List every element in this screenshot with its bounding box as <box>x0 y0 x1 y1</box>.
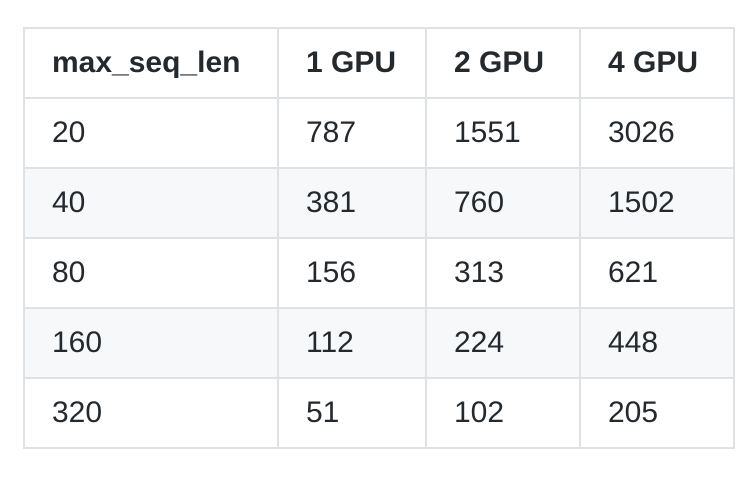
header-row: max_seq_len 1 GPU 2 GPU 4 GPU <box>23 27 735 99</box>
table-cell: 787 <box>277 97 427 169</box>
table-cell: 224 <box>425 307 581 379</box>
table-cell: 320 <box>23 377 279 449</box>
table-cell: 51 <box>277 377 427 449</box>
table-body: 20 787 1551 3026 40 381 760 1502 80 156 313 621 160 1… <box>23 97 735 449</box>
table-cell: 102 <box>425 377 581 449</box>
table-row: 20 787 1551 3026 <box>23 97 735 169</box>
table-cell: 760 <box>425 167 581 239</box>
table-cell: 40 <box>23 167 279 239</box>
table-row: 320 51 102 205 <box>23 377 735 449</box>
table-cell: 381 <box>277 167 427 239</box>
table-cell: 20 <box>23 97 279 169</box>
table-row: 160 112 224 448 <box>23 307 735 379</box>
table: max_seq_len 1 GPU 2 GPU 4 GPU 20 787 1551 3026… <box>23 27 735 449</box>
header-cell: 2 GPU <box>425 27 581 99</box>
table-cell: 3026 <box>579 97 735 169</box>
header-cell: max_seq_len <box>23 27 279 99</box>
table-cell: 160 <box>23 307 279 379</box>
table-cell: 205 <box>579 377 735 449</box>
table-header: max_seq_len 1 GPU 2 GPU 4 GPU <box>23 27 735 99</box>
table-cell: 1502 <box>579 167 735 239</box>
table-row: 40 381 760 1502 <box>23 167 735 239</box>
table-cell: 313 <box>425 237 581 309</box>
header-cell: 1 GPU <box>277 27 427 99</box>
table-cell: 621 <box>579 237 735 309</box>
header-cell: 4 GPU <box>579 27 735 99</box>
table-cell: 448 <box>579 307 735 379</box>
table-cell: 1551 <box>425 97 581 169</box>
table-cell: 112 <box>277 307 427 379</box>
table-cell: 80 <box>23 237 279 309</box>
table-cell: 156 <box>277 237 427 309</box>
table-row: 80 156 313 621 <box>23 237 735 309</box>
